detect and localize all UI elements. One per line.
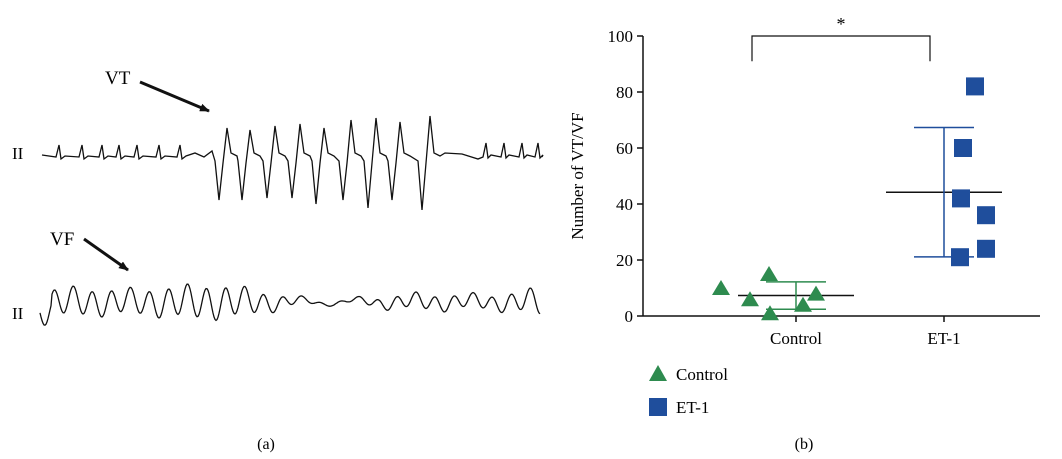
et1-point-square <box>977 206 995 225</box>
vt-label: VT <box>105 68 131 89</box>
et1-point-square <box>951 248 969 267</box>
significance-star: * <box>837 14 846 34</box>
legend-square-icon <box>649 398 667 416</box>
vf-ecg-trace <box>39 283 541 326</box>
y-tick-label: 60 <box>616 139 633 158</box>
y-tick-label: 20 <box>616 251 633 270</box>
y-axis-label: Number of VT/VF <box>568 112 587 239</box>
x-tick-label: Control <box>770 329 822 348</box>
control-point-triangle <box>760 266 778 281</box>
legend-label: ET-1 <box>676 398 709 417</box>
lead-label-top: II <box>12 144 24 163</box>
control-point-triangle <box>807 285 825 301</box>
chart-axes: 0 20 40 60 80 100 Control ET-1 Number of VT/VF <box>568 27 1040 348</box>
panel-b-chart: 0 20 40 60 80 100 Control ET-1 Number of VT/VF *… <box>568 14 1040 453</box>
significance-bracket: * <box>751 14 931 62</box>
control-point-triangle <box>741 291 759 307</box>
vt-ecg-trace <box>41 115 544 211</box>
panel-a-caption: (a) <box>257 436 275 453</box>
panel-a-ecg: VT II VF II (a) <box>12 68 544 453</box>
control-point-triangle <box>794 296 812 312</box>
legend-label: Control <box>676 365 728 384</box>
et1-point-square <box>954 139 972 157</box>
vf-arrow <box>83 237 129 272</box>
y-tick-label: 100 <box>608 27 634 46</box>
et1-point-square <box>977 239 995 258</box>
lead-label-bottom: II <box>12 304 24 323</box>
mean-sd-bars <box>738 126 1002 311</box>
x-tick-label: ET-1 <box>927 329 960 348</box>
y-tick-label: 40 <box>616 195 633 214</box>
vf-label: VF <box>50 229 74 250</box>
et1-point-square <box>952 189 970 208</box>
vt-arrow <box>139 80 210 113</box>
legend-triangle-icon <box>649 365 667 381</box>
bracket-line <box>751 35 931 62</box>
control-point-triangle <box>761 305 779 321</box>
legend: Control ET-1 <box>649 365 728 417</box>
panel-b-caption: (b) <box>795 436 814 453</box>
y-tick-label: 0 <box>625 307 634 326</box>
control-point-triangle <box>712 280 730 295</box>
et1-point-square <box>966 77 984 96</box>
y-tick-label: 80 <box>616 83 633 102</box>
data-points <box>712 77 995 321</box>
